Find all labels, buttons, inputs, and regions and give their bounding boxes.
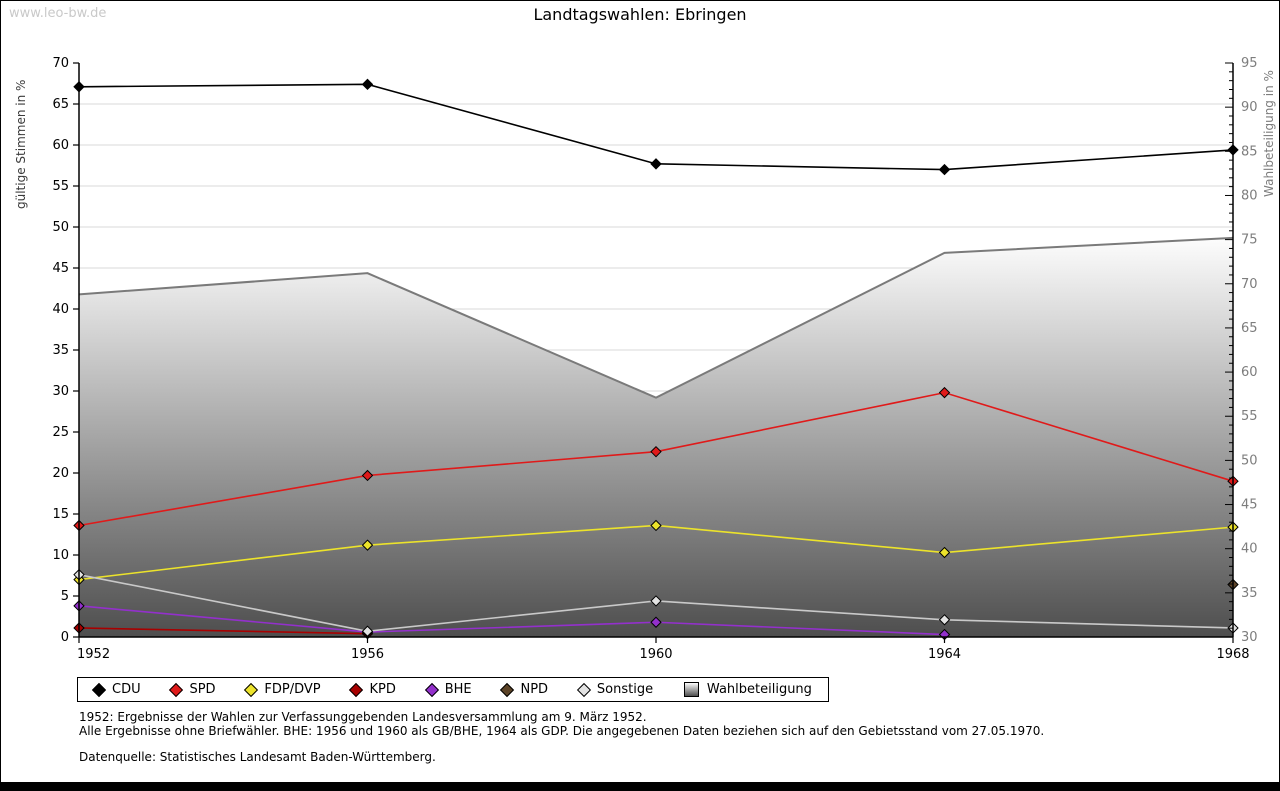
legend-label: SPD	[189, 682, 216, 697]
page-title: Landtagswahlen: Ebringen	[533, 5, 747, 24]
leo-bw-watermark: www.leo-bw.de	[9, 6, 107, 21]
diamond-swatch-icon	[500, 682, 515, 697]
legend-item-Wahlbeteiligung: Wahlbeteiligung	[683, 682, 812, 697]
left-tick-label: 30	[52, 384, 69, 399]
left-tick-label: 45	[52, 261, 69, 276]
series-area-Wahlbeteiligung	[78, 236, 1234, 637]
legend-item-FDP-DVP: FDP/DVP	[244, 682, 321, 697]
left-tick-label: 70	[52, 56, 69, 71]
x-tick-label: 1964	[928, 647, 961, 662]
footnote-source: Datenquelle: Statistisches Landesamt Bad…	[79, 750, 436, 764]
right-tick-label: 50	[1241, 453, 1258, 468]
legend-item-SPD: SPD	[169, 682, 216, 697]
x-tick-label: 1968	[1216, 647, 1249, 662]
right-tick-label: 60	[1241, 365, 1258, 380]
left-tick-label: 15	[52, 507, 69, 522]
footnote-1952: 1952: Ergebnisse der Wahlen zur Verfassu…	[79, 710, 647, 724]
legend-label: NPD	[520, 682, 549, 697]
left-axis: 0 5 10 15 20 25 30 35 40 45 50 55 60 65 70	[52, 56, 79, 645]
area-swatch-icon	[683, 682, 699, 697]
right-tick-label: 30	[1241, 630, 1258, 645]
diamond-swatch-icon	[91, 682, 107, 697]
left-tick-label: 20	[52, 466, 69, 481]
election-line-chart: 0 5 10 15 20 25 30 35 40 45 50 55 60 65 70 30 35 40 45 50 55…	[14, 56, 1276, 662]
left-tick-label: 40	[52, 302, 69, 317]
x-tick-label: 1952	[77, 647, 110, 662]
series-Sonstige	[73, 568, 1239, 637]
right-axis: 30 35 40 45 50 55 60 65 70 75 80 85 90 95	[1225, 56, 1258, 645]
left-tick-label: 65	[52, 97, 69, 112]
diamond-swatch-icon	[424, 682, 439, 697]
left-tick-label: 60	[52, 138, 69, 153]
right-tick-label: 75	[1241, 233, 1258, 248]
right-axis-title: Wahlbeteiligung in %	[1262, 70, 1276, 197]
legend-label: CDU	[112, 682, 141, 697]
legend-label: Wahlbeteiligung	[706, 682, 812, 697]
legend-item-CDU: CDU	[91, 682, 141, 697]
right-tick-label: 80	[1241, 188, 1258, 203]
left-axis-title: gültige Stimmen in %	[14, 80, 28, 209]
x-axis: 1952 1956 1960 1964 1968	[77, 637, 1250, 662]
legend-label: BHE	[444, 682, 472, 697]
left-tick-label: 50	[52, 220, 69, 235]
left-tick-label: 10	[52, 548, 69, 563]
right-tick-label: 35	[1241, 586, 1258, 601]
right-tick-label: 65	[1241, 321, 1258, 336]
left-tick-label: 0	[61, 630, 69, 645]
right-tick-label: 90	[1241, 100, 1258, 115]
diamond-swatch-icon	[576, 682, 591, 697]
legend-label: KPD	[369, 682, 396, 697]
diamond-swatch-icon	[169, 682, 184, 697]
left-tick-label: 5	[61, 589, 69, 604]
legend-label: Sonstige	[596, 682, 654, 697]
diamond-swatch-icon	[349, 682, 364, 697]
diamond-swatch-icon	[244, 682, 259, 697]
legend-item-Sonstige: Sonstige	[576, 682, 654, 697]
right-tick-label: 70	[1241, 277, 1258, 292]
right-tick-label: 85	[1241, 144, 1258, 159]
footnote-method: Alle Ergebnisse ohne Briefwähler. BHE: 1…	[79, 724, 1045, 738]
legend-item-NPD: NPD	[500, 682, 549, 697]
left-tick-label: 25	[52, 425, 69, 440]
legend-label: FDP/DVP	[264, 682, 321, 697]
legend-item-KPD: KPD	[349, 682, 396, 697]
legend-item-BHE: BHE	[424, 682, 472, 697]
series-CDU	[73, 78, 1239, 176]
legend: CDU SPD FDP/DVP KPD BHE NPD Sonstige Wahlbeteil…	[77, 677, 829, 702]
right-tick-label: 95	[1241, 56, 1258, 71]
x-tick-label: 1956	[351, 647, 384, 662]
bottom-bar	[1, 782, 1279, 790]
right-tick-label: 55	[1241, 409, 1258, 424]
left-tick-label: 55	[52, 179, 69, 194]
x-tick-label: 1960	[639, 647, 672, 662]
left-tick-label: 35	[52, 343, 69, 358]
right-tick-label: 40	[1241, 542, 1258, 557]
right-tick-label: 45	[1241, 498, 1258, 513]
